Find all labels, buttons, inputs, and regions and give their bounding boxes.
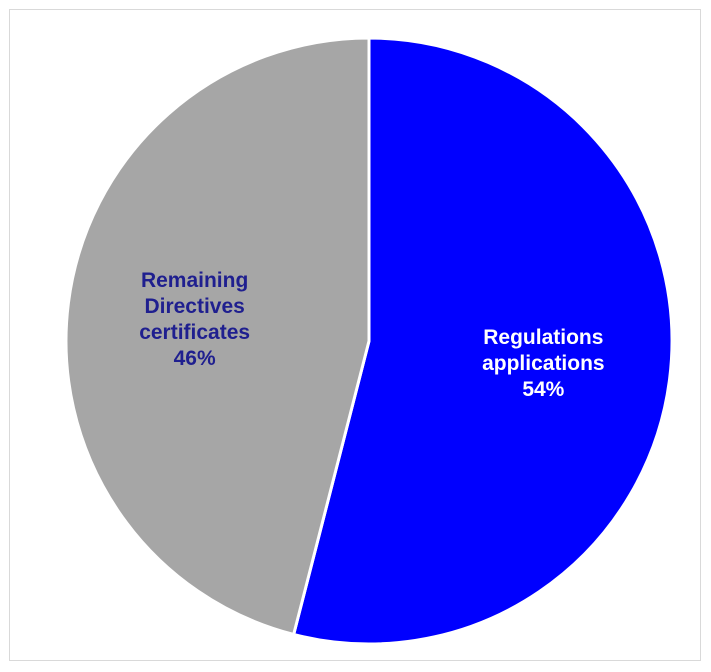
data-label-line: certificates: [139, 321, 250, 344]
data-label-remaining-directives-certificates: Remaining Directives certificates 46%: [139, 269, 250, 370]
data-label-line: applications: [482, 352, 605, 375]
data-label-line: Remaining: [141, 269, 248, 292]
data-label-line: Directives: [144, 295, 244, 318]
data-label-line: 54%: [522, 378, 564, 401]
slices-layer: [64, 36, 674, 646]
data-label-line: 46%: [174, 347, 216, 370]
pie-slice-regulations-applications: [292, 36, 674, 646]
pie-slice-remaining-directives-certificates: [64, 36, 371, 636]
data-label-line: Regulations: [483, 326, 603, 349]
data-label-regulations-applications: Regulations applications 54%: [482, 326, 605, 401]
labels-layer: Regulations applications 54% Remaining Direc…: [139, 269, 604, 401]
